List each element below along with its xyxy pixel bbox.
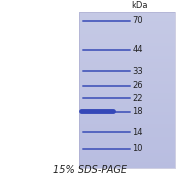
FancyBboxPatch shape (79, 27, 175, 30)
Text: 33: 33 (132, 67, 143, 76)
Text: 26: 26 (132, 81, 143, 90)
FancyBboxPatch shape (79, 81, 175, 84)
FancyBboxPatch shape (79, 37, 175, 40)
FancyBboxPatch shape (79, 121, 175, 124)
FancyBboxPatch shape (79, 124, 175, 128)
FancyBboxPatch shape (79, 24, 175, 27)
FancyBboxPatch shape (79, 68, 175, 71)
Text: 18: 18 (132, 107, 143, 116)
FancyBboxPatch shape (79, 59, 175, 62)
FancyBboxPatch shape (79, 65, 175, 68)
FancyBboxPatch shape (79, 15, 175, 18)
FancyBboxPatch shape (79, 153, 175, 156)
FancyBboxPatch shape (79, 52, 175, 56)
FancyBboxPatch shape (79, 21, 175, 24)
FancyBboxPatch shape (79, 87, 175, 90)
Text: kDa: kDa (131, 1, 148, 10)
FancyBboxPatch shape (79, 128, 175, 131)
FancyBboxPatch shape (79, 150, 175, 153)
FancyBboxPatch shape (79, 143, 175, 146)
FancyBboxPatch shape (79, 43, 175, 46)
FancyBboxPatch shape (79, 162, 175, 165)
FancyBboxPatch shape (79, 99, 175, 103)
Text: 22: 22 (132, 94, 143, 103)
FancyBboxPatch shape (79, 62, 175, 65)
FancyBboxPatch shape (79, 118, 175, 121)
FancyBboxPatch shape (79, 18, 175, 21)
FancyBboxPatch shape (79, 84, 175, 87)
FancyBboxPatch shape (79, 77, 175, 81)
FancyBboxPatch shape (79, 74, 175, 77)
FancyBboxPatch shape (79, 131, 175, 134)
FancyBboxPatch shape (79, 93, 175, 96)
FancyBboxPatch shape (79, 165, 175, 168)
FancyBboxPatch shape (79, 46, 175, 49)
FancyBboxPatch shape (79, 40, 175, 43)
FancyBboxPatch shape (79, 159, 175, 162)
FancyBboxPatch shape (79, 103, 175, 106)
Text: 44: 44 (132, 45, 143, 54)
FancyBboxPatch shape (79, 109, 175, 112)
FancyBboxPatch shape (79, 112, 175, 115)
FancyBboxPatch shape (79, 56, 175, 59)
FancyBboxPatch shape (79, 156, 175, 159)
FancyBboxPatch shape (79, 34, 175, 37)
FancyBboxPatch shape (79, 90, 175, 93)
FancyBboxPatch shape (79, 137, 175, 140)
FancyBboxPatch shape (79, 115, 175, 118)
FancyBboxPatch shape (79, 49, 175, 52)
FancyBboxPatch shape (79, 140, 175, 143)
FancyBboxPatch shape (79, 30, 175, 34)
FancyBboxPatch shape (79, 12, 175, 15)
Text: 14: 14 (132, 128, 143, 137)
FancyBboxPatch shape (79, 71, 175, 74)
FancyBboxPatch shape (79, 134, 175, 137)
Text: 10: 10 (132, 144, 143, 153)
FancyBboxPatch shape (79, 96, 175, 99)
Text: 70: 70 (132, 16, 143, 25)
FancyBboxPatch shape (79, 146, 175, 150)
Text: 15% SDS-PAGE: 15% SDS-PAGE (53, 165, 127, 175)
FancyBboxPatch shape (79, 106, 175, 109)
